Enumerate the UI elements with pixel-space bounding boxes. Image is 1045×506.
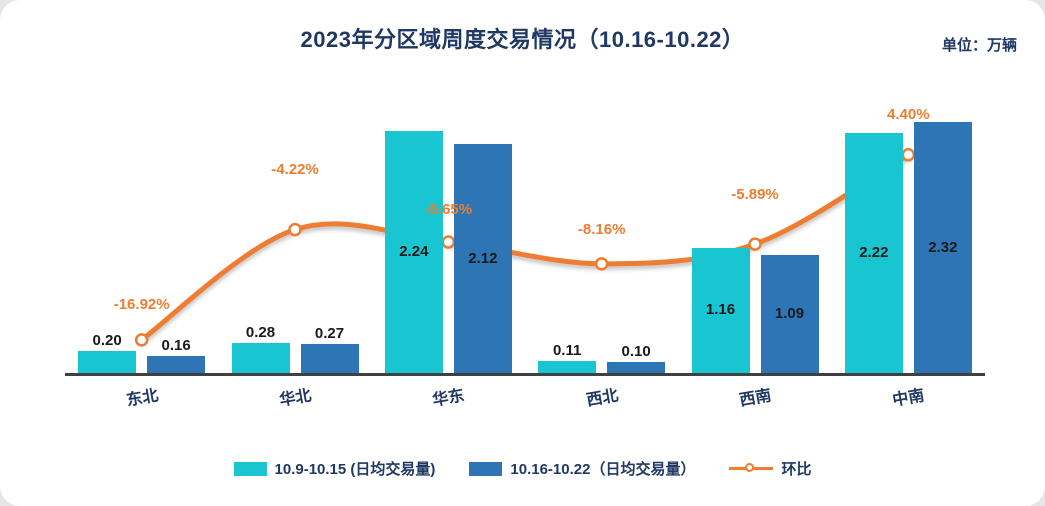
legend-line-dot (745, 462, 755, 472)
chart-title: 2023年分区域周度交易情况（10.16-10.22） (300, 27, 745, 52)
bar-value-label: 0.10 (621, 343, 651, 361)
bar-s2-华东 (453, 144, 512, 373)
legend-item-2: 10.16-10.22（日均交易量） (469, 458, 695, 479)
pct-label-华北: -4.22% (271, 160, 319, 178)
bar-s1-东北 (78, 351, 137, 373)
bar-s2-华北 (300, 343, 359, 373)
bar-value-label: 1.09 (774, 305, 805, 323)
bar-value-label: 2.24 (399, 243, 429, 261)
bar-value-label: 2.22 (859, 244, 889, 262)
legend-label: 10.16-10.22（日均交易量） (510, 461, 696, 478)
bar-s2-西北 (607, 362, 666, 373)
legend-item-3: 环比 (729, 458, 811, 479)
bar-s2-西南 (760, 255, 819, 373)
x-axis-line (65, 373, 985, 376)
bar-s1-中南 (844, 133, 903, 373)
unit-label: 单位：万辆 (941, 37, 1017, 54)
legend-swatch (469, 461, 503, 476)
bar-value-label: 0.28 (245, 323, 276, 341)
bar-s1-西北 (538, 361, 597, 373)
trend-marker-西南 (748, 237, 762, 251)
trend-marker-华北 (288, 222, 302, 237)
trend-line (139, 152, 911, 343)
legend-label: 环比 (781, 461, 812, 478)
bar-value-label: 2.32 (928, 238, 958, 256)
bar-value-label: 2.12 (468, 249, 498, 267)
bar-s2-中南 (913, 122, 972, 373)
pct-label-西南: -5.89% (731, 186, 779, 204)
pct-label-华东: -5.65% (424, 201, 473, 219)
legend-line-marker (729, 462, 774, 476)
trend-marker-东北 (134, 333, 149, 347)
bar-value-label: 0.20 (92, 332, 122, 350)
pct-label-中南: 4.40% (887, 105, 930, 123)
trend-marker-西北 (594, 257, 609, 271)
pct-label-西北: -8.16% (577, 220, 626, 238)
bar-value-label: 0.27 (314, 324, 345, 342)
bar-s1-华北 (231, 342, 290, 373)
legend-label: 10.9-10.15 (日均交易量) (274, 461, 436, 478)
bar-value-label: 1.16 (705, 301, 736, 319)
legend-item-1: 10.9-10.15 (日均交易量) (233, 458, 436, 479)
bar-s2-东北 (147, 355, 206, 373)
bar-s1-西南 (691, 247, 750, 373)
pct-label-东北: -16.92% (113, 295, 170, 313)
bar-value-label: 0.16 (161, 336, 191, 354)
bar-value-label: 0.11 (552, 342, 582, 360)
legend: 10.9-10.15 (日均交易量) 10.16-10.22（日均交易量） 环比 (0, 458, 1045, 479)
bar-s1-华东 (384, 131, 443, 373)
legend-swatch (233, 461, 267, 476)
trend-marker-中南 (901, 148, 916, 162)
